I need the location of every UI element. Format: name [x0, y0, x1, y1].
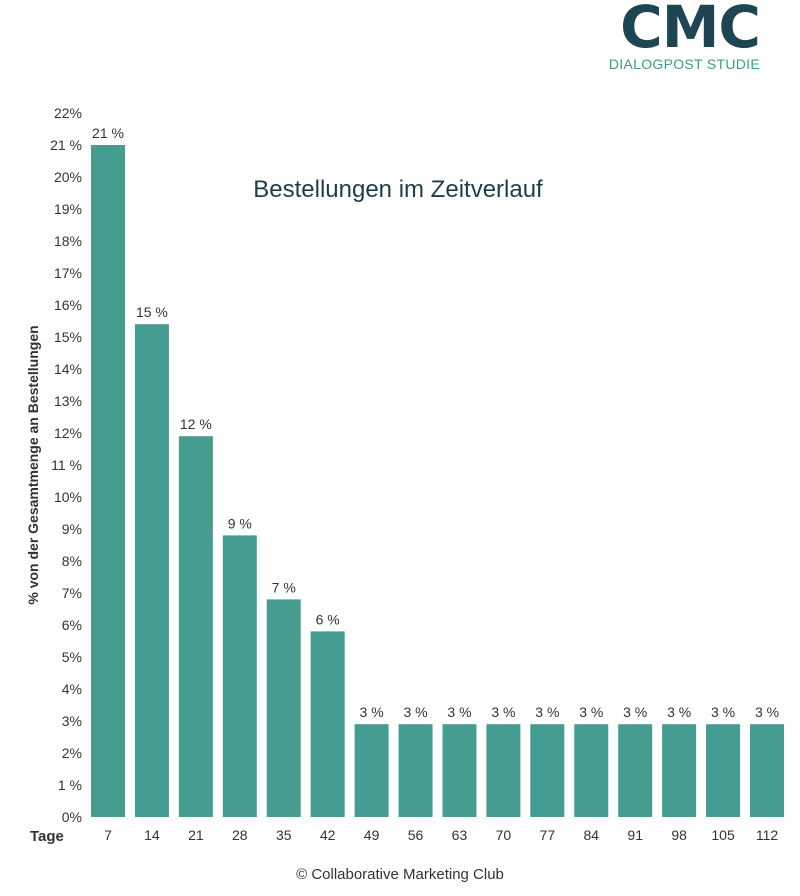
- y-tick-label: 10%: [54, 489, 82, 505]
- bar: [398, 724, 433, 817]
- footer: © Collaborative Marketing Club: [0, 866, 800, 883]
- x-tick-label: 63: [452, 827, 468, 843]
- x-tick-label: 84: [583, 827, 599, 843]
- y-tick-label: 7%: [62, 585, 82, 601]
- logo-subtitle: DIALOGPOST STUDIE: [608, 56, 760, 72]
- x-tick-label: 49: [364, 827, 380, 843]
- bar: [706, 724, 741, 817]
- bar-chart: Bestellungen im Zeitverlauf % von der Ges…: [25, 105, 784, 845]
- x-tick-label: 7: [104, 827, 112, 843]
- bar: [354, 724, 389, 817]
- bar: [222, 535, 257, 817]
- y-tick-label: 22%: [54, 105, 82, 121]
- y-tick-label: 9%: [62, 521, 82, 537]
- y-tick-label: 14%: [54, 361, 82, 377]
- y-tick-label: 11 %: [51, 457, 82, 473]
- data-label: 21 %: [92, 125, 124, 141]
- data-label: 3 %: [623, 704, 647, 720]
- data-label: 6 %: [316, 611, 340, 627]
- y-tick-label: 6%: [62, 617, 82, 633]
- bar: [750, 724, 784, 817]
- data-label: 9 %: [228, 515, 252, 531]
- x-tick-label: 42: [320, 827, 336, 843]
- y-tick-label: 5%: [62, 649, 82, 665]
- data-label: 12 %: [180, 416, 212, 432]
- x-tick-label: 35: [276, 827, 292, 843]
- data-label: 15 %: [136, 304, 168, 320]
- y-tick-label: 3%: [62, 713, 82, 729]
- bar: [662, 724, 697, 817]
- x-tick-label: 14: [144, 827, 160, 843]
- y-tick-label: 19%: [54, 201, 82, 217]
- bar: [442, 724, 477, 817]
- y-tick-label: 13%: [54, 393, 82, 409]
- copyright-symbol: ©: [296, 866, 308, 883]
- x-tick-label: 98: [671, 827, 687, 843]
- data-label: 3 %: [360, 704, 384, 720]
- data-label: 3 %: [755, 704, 779, 720]
- bar: [530, 724, 565, 817]
- y-tick-label: 1 %: [58, 777, 82, 793]
- data-label: 3 %: [447, 704, 471, 720]
- y-tick-label: 8%: [62, 553, 82, 569]
- y-tick-label: 12%: [54, 425, 82, 441]
- bar: [618, 724, 653, 817]
- bar: [310, 631, 345, 817]
- bar: [178, 436, 213, 817]
- chart-title: Bestellungen im Zeitverlauf: [253, 176, 543, 203]
- y-tick-label: 17%: [54, 265, 82, 281]
- y-tick-label: 18%: [54, 233, 82, 249]
- data-label: 3 %: [491, 704, 515, 720]
- x-axis-label: Tage: [30, 828, 64, 845]
- x-tick-label: 105: [711, 827, 735, 843]
- y-tick-label: 0%: [62, 809, 82, 825]
- x-tick-label: 21: [188, 827, 204, 843]
- cmc-logo: CMC DIALOGPOST STUDIE: [608, 0, 761, 72]
- x-tick-label: 56: [408, 827, 424, 843]
- x-tick-label: 112: [756, 827, 779, 843]
- footer-text: Collaborative Marketing Club: [311, 866, 504, 883]
- y-tick-label: 2%: [62, 745, 82, 761]
- data-label: 3 %: [667, 704, 691, 720]
- data-label: 3 %: [711, 704, 735, 720]
- x-tick-label: 28: [232, 827, 248, 843]
- y-tick-label: 4%: [62, 681, 82, 697]
- bar: [91, 145, 125, 817]
- x-tick-label: 70: [496, 827, 512, 843]
- bar: [574, 724, 609, 817]
- y-tick-label: 20%: [54, 169, 82, 185]
- x-tick-label: 91: [627, 827, 643, 843]
- logo-mark: CMC: [620, 0, 761, 61]
- data-label: 3 %: [535, 704, 559, 720]
- bar: [486, 724, 521, 817]
- y-tick-label: 16%: [54, 297, 82, 313]
- bar: [134, 324, 169, 817]
- y-axis-label: % von der Gesamtmenge an Bestellungen: [25, 325, 41, 604]
- data-label: 7 %: [272, 579, 296, 595]
- y-tick-label: 21 %: [50, 137, 82, 153]
- data-label: 3 %: [403, 704, 427, 720]
- bar: [266, 599, 301, 817]
- y-tick-label: 15%: [54, 329, 82, 345]
- x-tick-label: 77: [540, 827, 556, 843]
- data-label: 3 %: [579, 704, 603, 720]
